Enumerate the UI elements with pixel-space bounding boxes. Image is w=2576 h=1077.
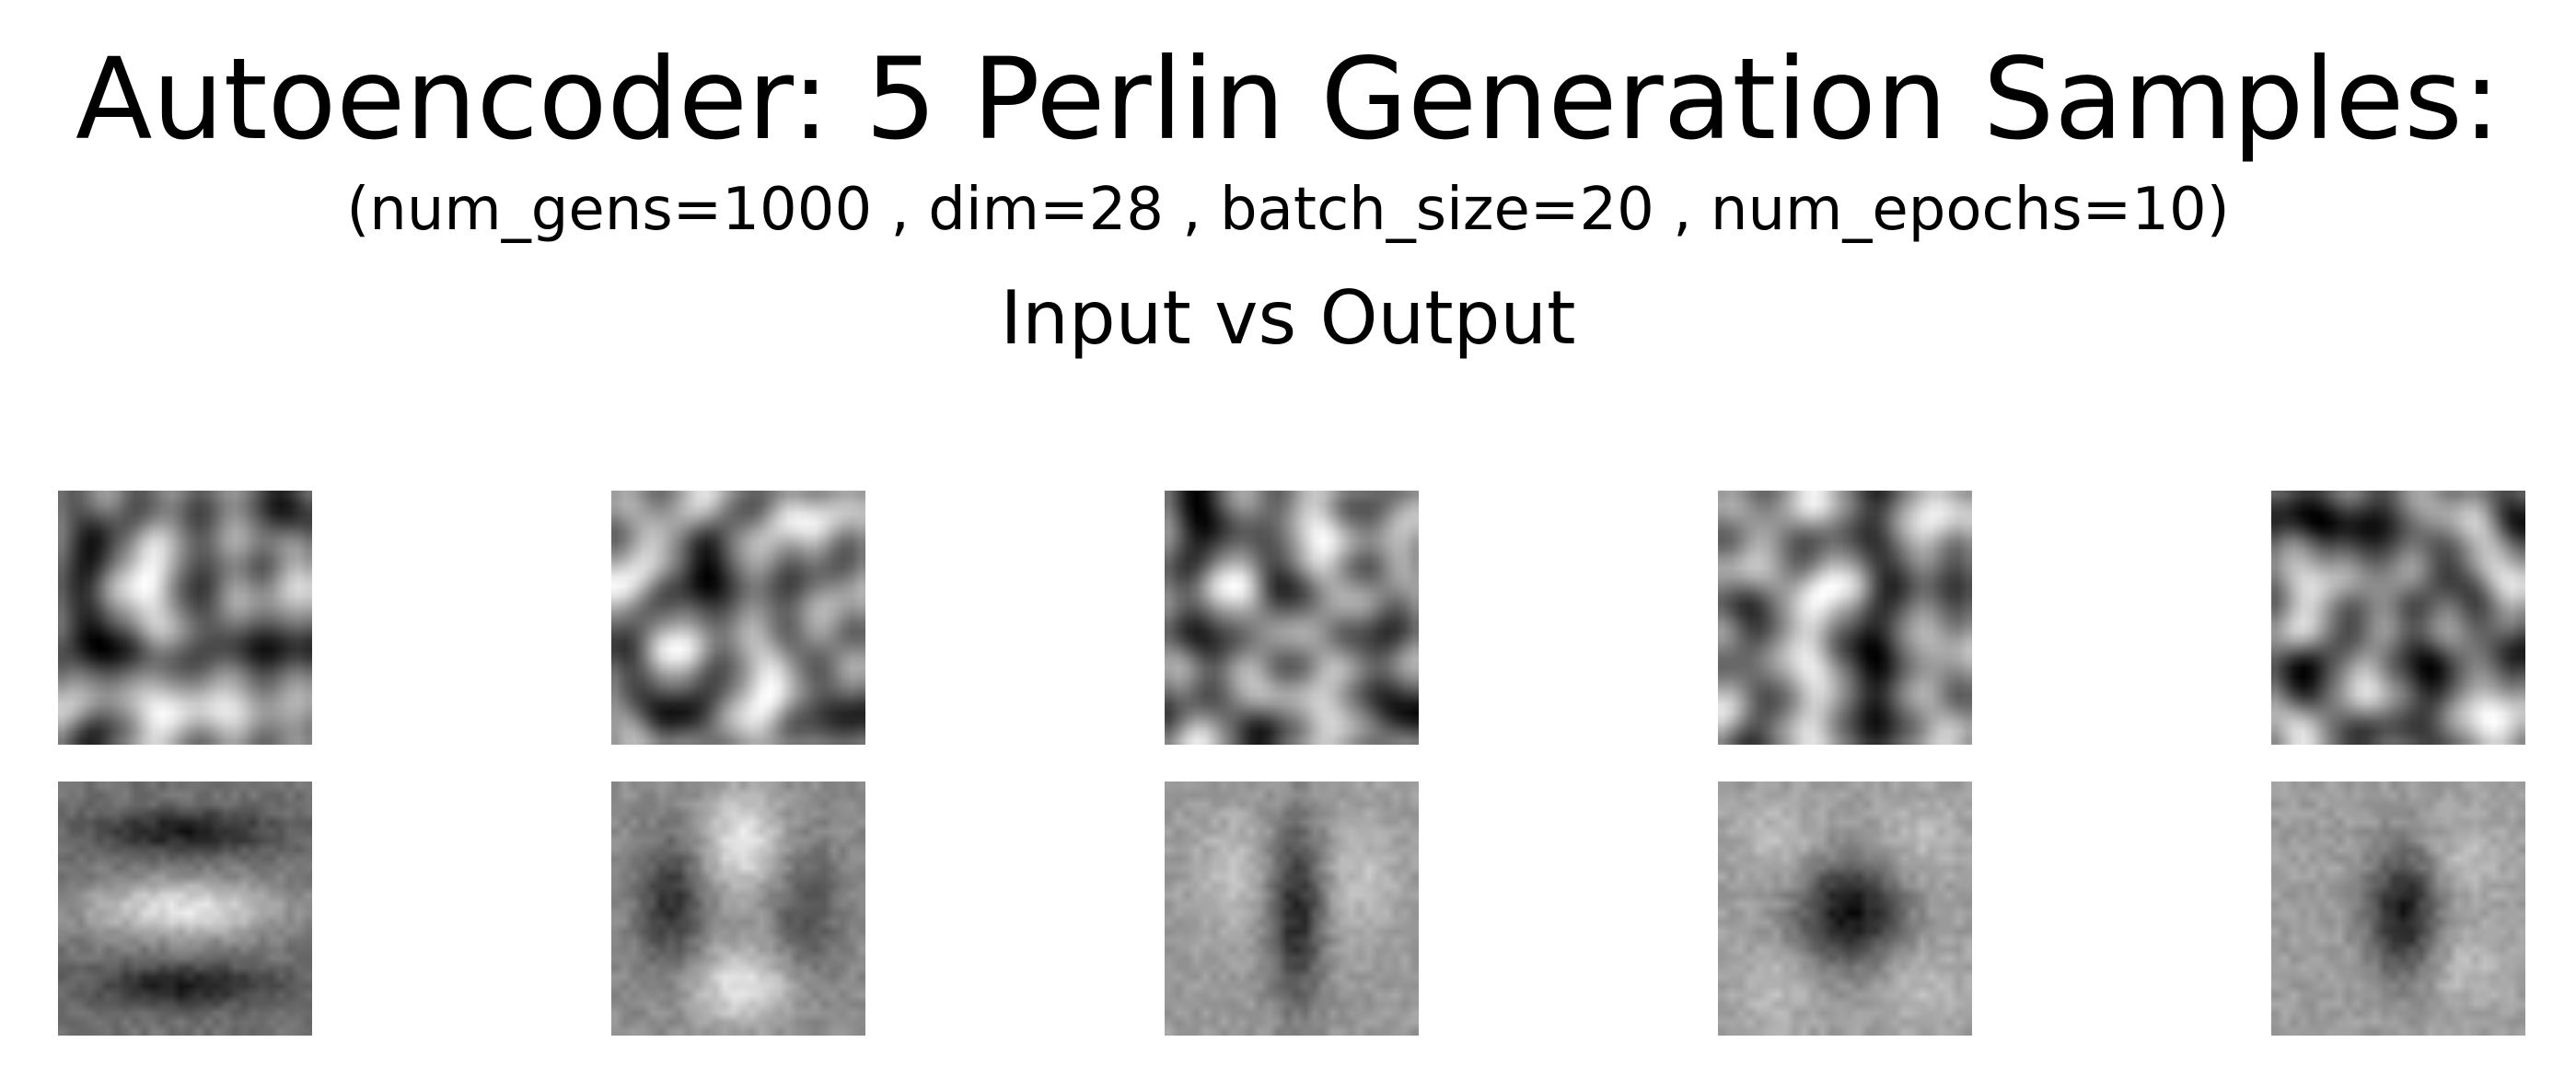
output-sample-1 — [58, 782, 312, 1036]
figure-subtitle: (num_gens=1000 , dim=28 , batch_size=20 … — [346, 176, 2230, 244]
input-sample-5 — [2271, 491, 2525, 745]
input-sample-3 — [1165, 491, 1419, 745]
output-sample-5 — [2271, 782, 2525, 1036]
input-sample-2 — [611, 491, 865, 745]
output-sample-4 — [1718, 782, 1972, 1036]
figure-title: Autoencoder: 5 Perlin Generation Samples… — [75, 34, 2501, 165]
input-sample-4 — [1718, 491, 1972, 745]
input-sample-1 — [58, 491, 312, 745]
output-sample-3 — [1165, 782, 1419, 1036]
section-label: Input vs Output — [1000, 275, 1576, 361]
output-sample-2 — [611, 782, 865, 1036]
